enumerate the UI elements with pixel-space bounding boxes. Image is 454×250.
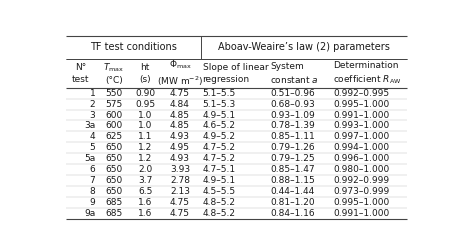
Text: 4.93: 4.93: [170, 154, 190, 163]
Text: 0.991–1.000: 0.991–1.000: [333, 209, 390, 218]
Text: 0.68–0.93: 0.68–0.93: [270, 100, 315, 108]
Text: N°
test: N° test: [72, 63, 89, 84]
Text: 0.991–1.000: 0.991–1.000: [333, 110, 390, 120]
Text: 1.6: 1.6: [138, 198, 152, 207]
Text: 0.992–0.999: 0.992–0.999: [333, 176, 389, 185]
Text: 4.6–5.2: 4.6–5.2: [202, 122, 236, 130]
Text: $T_{\rm max}$
(°C): $T_{\rm max}$ (°C): [103, 61, 124, 86]
Text: 9a: 9a: [84, 209, 95, 218]
Text: 4.9–5.1: 4.9–5.1: [202, 176, 236, 185]
Text: 1.2: 1.2: [138, 143, 152, 152]
Text: 650: 650: [105, 165, 123, 174]
Text: 685: 685: [105, 209, 123, 218]
Text: 0.44–1.44: 0.44–1.44: [270, 187, 314, 196]
Text: 4.84: 4.84: [170, 100, 190, 108]
Text: 2: 2: [89, 100, 95, 108]
Text: 575: 575: [105, 100, 123, 108]
Text: 0.88–1.15: 0.88–1.15: [270, 176, 315, 185]
Text: 0.995–1.000: 0.995–1.000: [333, 198, 390, 207]
Text: 3: 3: [89, 110, 95, 120]
Text: System
constant $a$: System constant $a$: [270, 62, 319, 85]
Text: 0.85–1.11: 0.85–1.11: [270, 132, 315, 141]
Text: 0.95: 0.95: [135, 100, 155, 108]
Text: 0.994–1.000: 0.994–1.000: [333, 143, 389, 152]
Text: 4.85: 4.85: [170, 110, 190, 120]
Text: 3.93: 3.93: [170, 165, 190, 174]
Text: 4.9–5.2: 4.9–5.2: [202, 132, 236, 141]
Text: 6.5: 6.5: [138, 187, 152, 196]
Text: 0.973–0.999: 0.973–0.999: [333, 187, 390, 196]
Text: 2.0: 2.0: [138, 165, 152, 174]
Text: 600: 600: [105, 122, 123, 130]
Text: 6: 6: [89, 165, 95, 174]
Text: 4.75: 4.75: [170, 209, 190, 218]
Text: 650: 650: [105, 176, 123, 185]
Text: 685: 685: [105, 198, 123, 207]
Text: 0.995–1.000: 0.995–1.000: [333, 100, 390, 108]
Text: 1: 1: [89, 89, 95, 98]
Text: 4.95: 4.95: [170, 143, 190, 152]
Text: 0.996–1.000: 0.996–1.000: [333, 154, 390, 163]
Text: 650: 650: [105, 187, 123, 196]
Text: 4.8–5.2: 4.8–5.2: [202, 209, 236, 218]
Text: 7: 7: [89, 176, 95, 185]
Text: 5: 5: [89, 143, 95, 152]
Text: 9: 9: [89, 198, 95, 207]
Text: 4.7–5.1: 4.7–5.1: [202, 165, 236, 174]
Text: 650: 650: [105, 154, 123, 163]
Text: 0.84–1.16: 0.84–1.16: [270, 209, 315, 218]
Text: 600: 600: [105, 110, 123, 120]
Text: 0.81–1.20: 0.81–1.20: [270, 198, 315, 207]
Text: 0.79–1.26: 0.79–1.26: [270, 143, 315, 152]
Text: 0.992–0.995: 0.992–0.995: [333, 89, 389, 98]
Text: 0.980–1.000: 0.980–1.000: [333, 165, 390, 174]
Text: 8: 8: [89, 187, 95, 196]
Text: 1.6: 1.6: [138, 209, 152, 218]
Text: 4.8–5.2: 4.8–5.2: [202, 198, 236, 207]
Text: 650: 650: [105, 143, 123, 152]
Text: 0.90: 0.90: [135, 89, 155, 98]
Text: 3.7: 3.7: [138, 176, 152, 185]
Text: 1.0: 1.0: [138, 110, 152, 120]
Text: 4.75: 4.75: [170, 198, 190, 207]
Text: ht
(s): ht (s): [139, 63, 151, 84]
Text: 2.78: 2.78: [170, 176, 190, 185]
Text: 4: 4: [89, 132, 95, 141]
Text: 4.85: 4.85: [170, 122, 190, 130]
Text: 4.93: 4.93: [170, 132, 190, 141]
Text: 4.7–5.2: 4.7–5.2: [202, 143, 236, 152]
Text: 0.997–1.000: 0.997–1.000: [333, 132, 390, 141]
Text: 0.78–1.39: 0.78–1.39: [270, 122, 315, 130]
Text: 5a: 5a: [84, 154, 95, 163]
Text: TF test conditions: TF test conditions: [90, 42, 177, 52]
Text: 1.1: 1.1: [138, 132, 152, 141]
Text: $\Phi_{\rm max}$
(MW m$^{-2}$): $\Phi_{\rm max}$ (MW m$^{-2}$): [157, 58, 203, 88]
Text: 0.79–1.25: 0.79–1.25: [270, 154, 315, 163]
Text: 1.2: 1.2: [138, 154, 152, 163]
Text: Aboav-Weaire’s law (2) parameters: Aboav-Weaire’s law (2) parameters: [218, 42, 390, 52]
Text: 2.13: 2.13: [170, 187, 190, 196]
Text: 0.85–1.47: 0.85–1.47: [270, 165, 315, 174]
Text: 550: 550: [105, 89, 123, 98]
Text: 4.7–5.2: 4.7–5.2: [202, 154, 236, 163]
Text: 4.5–5.5: 4.5–5.5: [202, 187, 236, 196]
Text: 0.993–1.000: 0.993–1.000: [333, 122, 390, 130]
Text: 4.9–5.1: 4.9–5.1: [202, 110, 236, 120]
Text: 0.93–1.09: 0.93–1.09: [270, 110, 315, 120]
Text: 5.1–5.5: 5.1–5.5: [202, 89, 236, 98]
Text: 0.51–0.96: 0.51–0.96: [270, 89, 315, 98]
Text: 1.0: 1.0: [138, 122, 152, 130]
Text: 4.75: 4.75: [170, 89, 190, 98]
Text: Slope of linear
regression: Slope of linear regression: [202, 63, 268, 84]
Text: 5.1–5.3: 5.1–5.3: [202, 100, 236, 108]
Text: 625: 625: [105, 132, 122, 141]
Text: 3a: 3a: [84, 122, 95, 130]
Text: Determination
coefficient $R_{\rm AW}$: Determination coefficient $R_{\rm AW}$: [333, 61, 402, 86]
